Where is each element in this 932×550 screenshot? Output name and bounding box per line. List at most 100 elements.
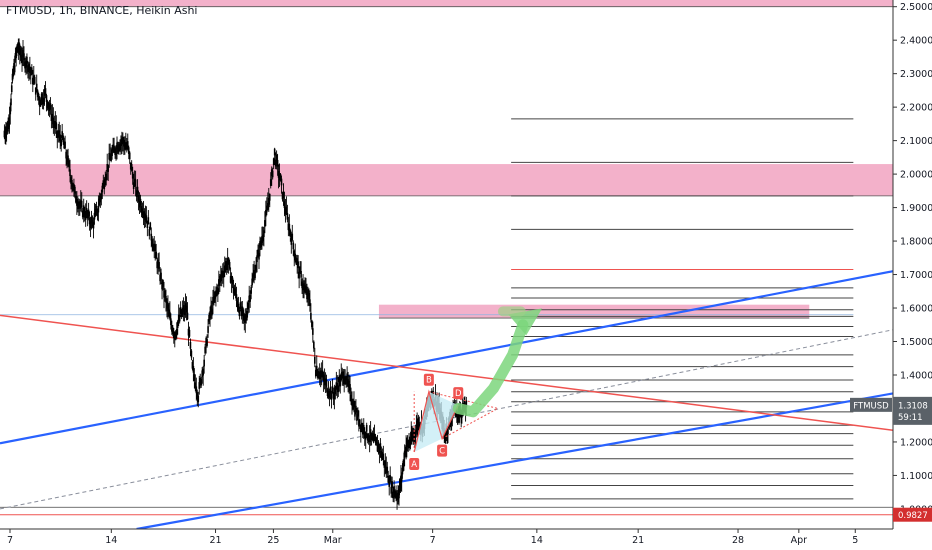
candle-body <box>301 281 303 289</box>
candle-body <box>213 296 215 303</box>
low-price-label: 0.9827 <box>898 511 928 521</box>
candle-body <box>244 316 247 323</box>
candle-body <box>287 223 290 231</box>
candle-body <box>9 107 12 115</box>
candle-body <box>248 295 250 303</box>
candle-body <box>382 453 385 461</box>
candle-body <box>234 288 237 296</box>
candle-body <box>286 212 289 220</box>
candle-body <box>252 274 254 281</box>
descending-red-line <box>0 314 894 431</box>
candle-body <box>292 242 295 250</box>
candle-body <box>202 368 204 376</box>
candle-body <box>313 341 315 349</box>
candle-body <box>159 274 161 282</box>
candle-body <box>347 379 349 386</box>
candle-body <box>281 192 284 200</box>
candle-body <box>371 433 374 440</box>
candle-body <box>353 400 355 408</box>
candle-body <box>277 171 280 178</box>
candle-body <box>191 361 194 369</box>
candle-body <box>196 392 199 399</box>
candle-body <box>28 63 30 71</box>
candle-body <box>216 287 218 294</box>
candle-body <box>151 239 154 247</box>
candle-body <box>325 380 328 387</box>
time-tick-label: Apr <box>791 535 808 546</box>
candle-body <box>108 152 110 160</box>
candle-body <box>239 302 242 309</box>
candle-body <box>192 365 195 373</box>
price-tick-label: 2.4000 <box>900 36 932 47</box>
candle-body <box>291 233 294 241</box>
candle-body <box>417 423 419 430</box>
candle-body <box>226 258 229 265</box>
pattern-point-label-b: B <box>426 376 432 386</box>
candle-body <box>284 207 287 215</box>
candle-body <box>417 417 420 425</box>
candle-body <box>107 165 109 172</box>
candle-body <box>42 97 45 105</box>
candle-body <box>331 386 334 393</box>
candle-body <box>220 270 223 278</box>
candle-body <box>201 370 203 378</box>
candle-body <box>70 177 72 184</box>
candle-body <box>164 290 166 298</box>
candle-body <box>236 300 239 308</box>
candle-body <box>181 307 184 315</box>
candle-body <box>257 249 259 257</box>
candle-body <box>465 400 468 408</box>
candle-body <box>354 409 356 417</box>
candle-body <box>316 371 319 378</box>
candles-series <box>3 38 468 510</box>
candle-body <box>207 326 209 333</box>
candle-body <box>210 305 212 313</box>
candle-body <box>112 144 114 152</box>
candle-body <box>32 77 34 85</box>
candle-body <box>186 312 189 320</box>
candle-body <box>399 481 402 489</box>
candle-body <box>388 480 391 487</box>
candle-body <box>165 295 167 303</box>
candle-body <box>183 308 186 316</box>
candle-body <box>357 409 359 417</box>
candle-body <box>184 303 187 310</box>
symbol-tag-label: FTMUSD <box>853 401 889 411</box>
candle-body <box>106 164 109 171</box>
candle-body <box>139 198 142 206</box>
candle-body <box>134 179 137 187</box>
candle-body <box>220 274 222 282</box>
candle-body <box>339 379 342 387</box>
price-axis-bg <box>893 0 932 550</box>
candle-body <box>90 216 93 224</box>
time-tick-label: 7 <box>7 535 13 546</box>
candle-body <box>386 466 389 474</box>
candle-body <box>193 374 196 381</box>
candle-body <box>163 290 165 298</box>
candle-body <box>289 230 292 237</box>
candle-body <box>146 221 149 229</box>
candle-body <box>26 56 28 64</box>
candle-body <box>22 49 24 57</box>
candle-body <box>341 371 344 379</box>
candle-body <box>149 222 152 230</box>
candle-body <box>278 173 281 181</box>
candle-body <box>132 182 135 189</box>
candle-body <box>37 93 40 101</box>
candle-body <box>189 341 192 349</box>
candle-body <box>129 162 132 170</box>
candle-body <box>290 238 293 245</box>
candle-body <box>91 219 94 227</box>
candle-body <box>283 201 286 208</box>
candle-body <box>35 83 38 91</box>
candle-body <box>255 264 257 272</box>
candle-body <box>378 446 381 454</box>
pattern-dotted-cd <box>441 408 499 440</box>
candle-body <box>200 378 203 386</box>
candle-body <box>238 309 241 317</box>
candle-body <box>342 371 344 379</box>
candle-body <box>104 178 107 186</box>
pattern-zigzag <box>413 389 459 453</box>
candle-body <box>326 389 329 396</box>
